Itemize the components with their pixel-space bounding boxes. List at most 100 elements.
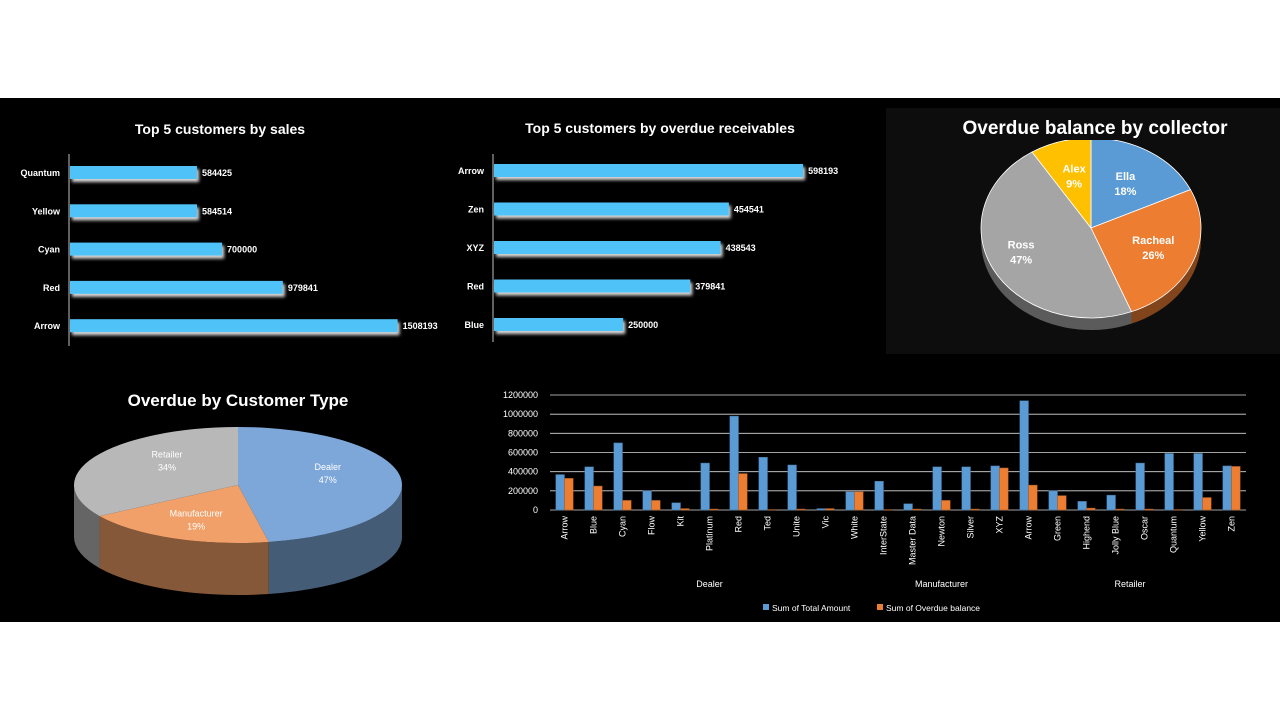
top-sales-category-label: Arrow xyxy=(34,321,61,331)
combo-bar-overdue xyxy=(1231,466,1241,511)
combo-bar-total xyxy=(903,503,913,511)
combo-category-label: Arrow xyxy=(1024,516,1034,540)
combo-bar-total xyxy=(961,466,971,511)
collector-pie-slice-pct: 9% xyxy=(1066,178,1082,190)
customer-type-pie-slice-manufacturer xyxy=(99,485,269,543)
top-sales-value-label: 584425 xyxy=(202,168,232,178)
collector-pie-slice-label: Racheal xyxy=(1132,235,1174,247)
combo-category-label: Cyan xyxy=(618,516,628,537)
combo-category-label: Arrow xyxy=(560,516,570,540)
customer-type-pie-slice-retailer xyxy=(73,427,238,517)
combo-bar-total xyxy=(642,490,652,511)
collector-pie-slice-side xyxy=(1131,228,1201,324)
top-overdue-value-label: 438543 xyxy=(726,243,756,253)
combo-group-label: Dealer xyxy=(696,579,723,589)
collector-pie-slice-pct: 18% xyxy=(1114,186,1136,198)
combo-bar-total xyxy=(1164,453,1174,511)
top-overdue-value-label: 598193 xyxy=(808,166,838,176)
top-overdue-bar xyxy=(494,241,721,254)
top-sales-bar xyxy=(70,242,223,256)
combo-legend-swatch xyxy=(877,604,883,610)
combo-category-label: Highend xyxy=(1082,516,1092,550)
combo-ytick-label: 1200000 xyxy=(503,390,538,400)
combo-bar-overdue xyxy=(796,508,806,511)
collector-pie-title: Overdue balance by collector xyxy=(962,118,1228,139)
combo-bar-overdue xyxy=(941,500,951,511)
combo-bar-overdue xyxy=(564,478,574,511)
customer-type-pie-slice-side xyxy=(74,485,100,569)
customer-type-pie-slice-side xyxy=(268,485,402,594)
customer-type-pie-slice-pct: 19% xyxy=(187,521,205,531)
top-overdue-bar xyxy=(494,279,691,293)
combo-bar-total xyxy=(584,466,594,511)
top-overdue-value-label: 250000 xyxy=(628,320,658,330)
top-overdue-bar xyxy=(494,164,804,177)
top-overdue-bar xyxy=(494,202,729,216)
amount-vs-overdue-chart: 0 200000 400000 600000 800000 1000000 1200000 A… xyxy=(503,390,1246,613)
combo-bar-overdue xyxy=(854,491,864,511)
combo-category-label: Newton xyxy=(937,516,947,547)
combo-legend-label: Sum of Overdue balance xyxy=(886,603,980,613)
combo-bar-overdue xyxy=(970,508,980,511)
combo-bar-overdue xyxy=(1086,507,1096,511)
top-sales-value-label: 1508193 xyxy=(403,321,438,331)
top-sales-value-label: 979841 xyxy=(288,283,318,293)
customer-type-pie-slice-label: Manufacturer xyxy=(170,508,223,518)
top-overdue-bar xyxy=(494,318,624,331)
combo-bar-total xyxy=(1019,400,1029,511)
customer-type-pie-title: Overdue by Customer Type xyxy=(127,391,349,410)
combo-category-label: Ted xyxy=(763,516,773,531)
combo-category-label: Zen xyxy=(1227,516,1237,532)
combo-category-label: White xyxy=(850,516,860,539)
combo-bar-total xyxy=(845,491,855,511)
combo-category-label: Oscar xyxy=(1140,516,1150,540)
customer-type-pie-slice-dealer xyxy=(238,427,402,542)
combo-bar-overdue xyxy=(709,508,719,511)
collector-pie-slice-label: Ella xyxy=(1116,171,1136,183)
combo-bar-overdue xyxy=(912,508,922,511)
combo-category-label: Master Data xyxy=(908,516,918,565)
top-sales-category-label: Cyan xyxy=(38,245,60,255)
collector-pie-slice-alex xyxy=(1031,140,1092,230)
top-sales-title: Top 5 customers by sales xyxy=(134,121,306,137)
collector-pie-slice-ross xyxy=(980,151,1133,319)
top-overdue-value-label: 379841 xyxy=(695,282,725,292)
combo-bar-overdue xyxy=(593,485,603,511)
combo-category-label: Blue xyxy=(589,516,599,534)
combo-category-label: Jolly Blue xyxy=(1111,516,1121,555)
combo-bar-overdue xyxy=(651,500,661,511)
combo-category-label: XYZ xyxy=(995,516,1005,534)
combo-group-label: Manufacturer xyxy=(915,579,968,589)
combo-ytick-label: 800000 xyxy=(508,428,538,438)
top-overdue-category-label: Zen xyxy=(468,205,484,215)
collector-pie-slice-ella xyxy=(1090,140,1192,229)
combo-legend-swatch xyxy=(763,604,769,610)
combo-bar-total xyxy=(787,464,797,511)
combo-bar-overdue xyxy=(1202,497,1212,511)
combo-group-label: Retailer xyxy=(1114,579,1145,589)
combo-bar-total xyxy=(671,502,681,511)
combo-bar-total xyxy=(555,474,565,511)
top-sales-bar xyxy=(70,280,283,294)
combo-category-label: Platinum xyxy=(705,516,715,551)
top-overdue-category-label: Arrow xyxy=(458,166,485,176)
combo-bar-total xyxy=(874,481,884,511)
collector-pie-slice-racheal xyxy=(1090,189,1202,313)
combo-legend-label: Sum of Total Amount xyxy=(772,603,851,613)
top-sales-value-label: 700000 xyxy=(227,245,257,255)
top-sales-bar xyxy=(70,204,197,218)
combo-bar-overdue xyxy=(999,467,1009,511)
collector-pie-chart: Ella 18% Racheal 26% Ross 47% Alex 9% xyxy=(980,140,1202,330)
combo-category-label: Red xyxy=(734,516,744,533)
collector-pie-slice-pct: 47% xyxy=(1010,254,1032,266)
combo-category-label: Unite xyxy=(792,516,802,537)
combo-bar-overdue xyxy=(1144,508,1154,511)
combo-category-label: Green xyxy=(1053,516,1063,541)
combo-bar-overdue xyxy=(1057,495,1067,511)
combo-bar-total xyxy=(990,465,1000,511)
top-overdue-chart: Arrow 598193 Zen 454541 XYZ 438543 Red 379841 Bl… xyxy=(458,154,838,342)
combo-bar-overdue xyxy=(680,508,690,511)
combo-bar-total xyxy=(1048,490,1058,511)
combo-bar-total xyxy=(932,466,942,511)
top-sales-value-label: 584514 xyxy=(202,206,232,216)
